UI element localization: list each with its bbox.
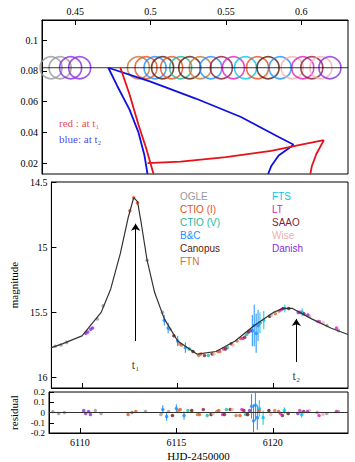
svg-text:Wise: Wise <box>272 230 295 241</box>
svg-text:B&C: B&C <box>180 230 201 241</box>
svg-text:-0.2: -0.2 <box>31 428 45 438</box>
svg-text:6115: 6115 <box>166 437 186 448</box>
svg-text:Canopus: Canopus <box>180 243 220 254</box>
svg-text:0.1: 0.1 <box>26 35 39 46</box>
svg-text:0.55: 0.55 <box>217 6 235 17</box>
svg-text:0.02: 0.02 <box>21 158 39 169</box>
svg-text:0: 0 <box>41 408 46 418</box>
svg-text:magnitude: magnitude <box>8 262 20 309</box>
svg-text:0.5: 0.5 <box>144 6 157 17</box>
svg-text:-0.1: -0.1 <box>31 418 45 428</box>
svg-text:HJD-2450000: HJD-2450000 <box>167 450 230 462</box>
svg-text:FTS: FTS <box>272 191 291 202</box>
svg-text:CTIO (V): CTIO (V) <box>180 217 220 228</box>
svg-text:t₂: t₂ <box>293 369 301 383</box>
svg-text:red : at t₁: red : at t₁ <box>59 117 99 129</box>
svg-text:14.5: 14.5 <box>30 177 48 188</box>
svg-text:6110: 6110 <box>70 437 90 448</box>
svg-text:blue: at t₂: blue: at t₂ <box>59 133 101 145</box>
svg-text:16: 16 <box>37 372 47 383</box>
svg-text:6120: 6120 <box>263 437 283 448</box>
svg-text:0.06: 0.06 <box>21 96 39 107</box>
svg-text:0.6: 0.6 <box>295 6 308 17</box>
svg-text:CTIO (I): CTIO (I) <box>180 204 216 215</box>
svg-text:residual: residual <box>8 395 20 430</box>
svg-text:Danish: Danish <box>272 243 303 254</box>
svg-text:t₁: t₁ <box>132 358 140 372</box>
svg-text:SAAO: SAAO <box>272 217 300 228</box>
svg-text:15: 15 <box>37 242 47 253</box>
svg-text:0.45: 0.45 <box>66 6 84 17</box>
svg-text:OGLE: OGLE <box>180 191 208 202</box>
svg-text:0.2: 0.2 <box>34 387 45 397</box>
svg-text:FTN: FTN <box>180 256 199 267</box>
svg-text:0.1: 0.1 <box>34 397 45 407</box>
svg-text:0.04: 0.04 <box>21 127 39 138</box>
svg-text:0.08: 0.08 <box>21 65 39 76</box>
svg-text:15.5: 15.5 <box>30 307 48 318</box>
svg-text:LT: LT <box>272 204 283 215</box>
